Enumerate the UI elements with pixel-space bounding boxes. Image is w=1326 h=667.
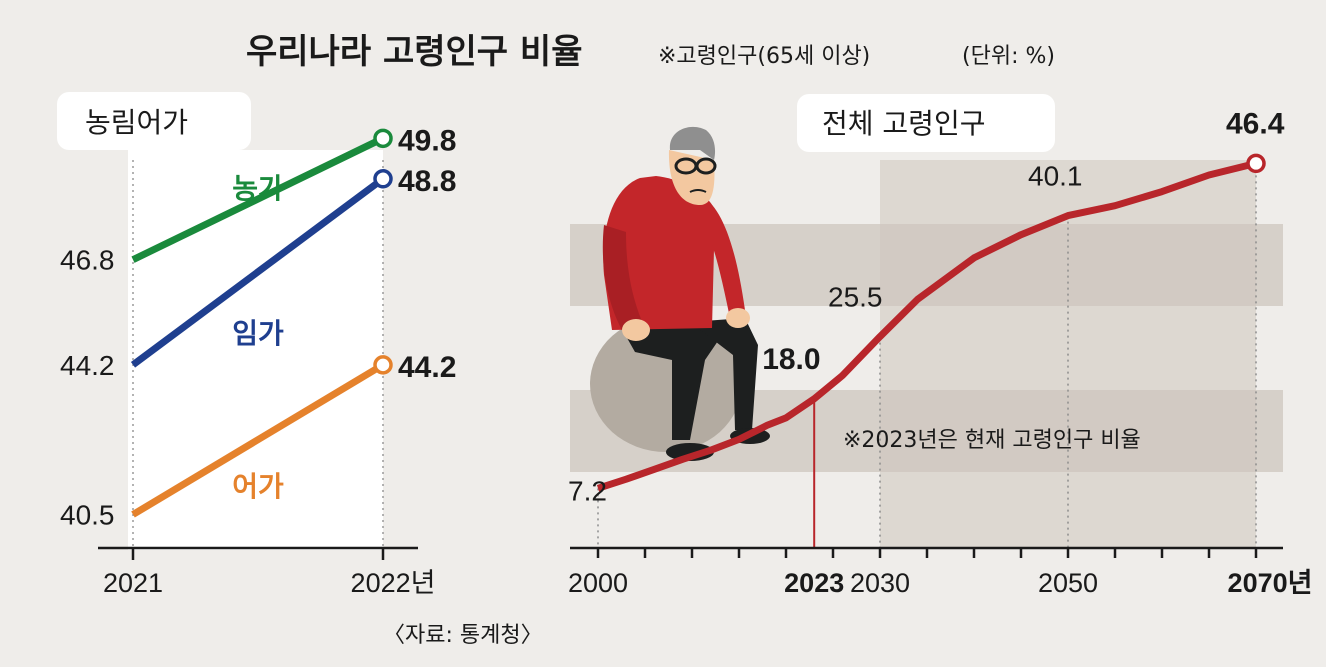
total-data-label-2: 25.5 [828,282,883,313]
right-x-tick-label-1: 2023 [784,568,844,598]
series-end-label-2: 44.2 [398,351,456,384]
right-x-tick-label-0: 2000 [568,568,628,598]
right-panel-label: 전체 고령인구 [822,107,985,140]
total-data-label-1: 18.0 [762,343,820,376]
total-end-marker [1246,153,1266,174]
series-name-0: 농가 [232,172,284,205]
left-x-tick-label-0: 2021 [103,568,163,598]
right-chart: 2000 2023 2030 2050 2070년 7.2 18.0 25.5 40.1 46.4 [568,107,1312,598]
series-start-label-1: 44.2 [60,350,115,381]
source-label: 〈자료: 통계청〉 [383,623,543,648]
series-start-label-2: 40.5 [60,500,115,531]
total-series-line [596,160,1257,492]
series-name-1: 임가 [232,317,284,350]
right-x-tick-label-4: 2070년 [1228,568,1313,598]
left-x-tick-label-1: 2022년 [351,568,436,598]
left-chart: 2021 2022년 46.8 49.8 농가 44.2 48.8 임가 40.5 44.2 어가 [60,124,456,598]
chart-note: ※고령인구(65세 이상) [658,44,870,69]
chart-title: 우리나라 고령인구 비율 [246,32,582,72]
series-end-marker-1 [373,169,393,189]
right-x-tick-label-3: 2050 [1038,568,1098,598]
unit-label: (단위: %) [962,44,1055,69]
elderly-man-illustration [590,126,770,461]
right-x-tick-label-2: 2030 [850,568,910,598]
series-end-marker-2 [373,355,393,375]
series-line-2 [131,361,385,518]
series-line-1 [130,175,386,368]
series-line-0 [131,135,385,263]
left-panel-pill [57,92,251,150]
right-panel-pill [797,94,1055,152]
total-data-label-4: 46.4 [1226,107,1285,140]
annotation-2023: ※2023년은 현재 고령인구 비율 [843,428,1141,453]
left-plot-area [128,150,383,550]
series-end-label-1: 48.8 [398,165,456,198]
total-data-label-3: 40.1 [1028,161,1083,192]
series-end-marker-0 [373,128,393,149]
series-start-label-0: 46.8 [60,245,115,276]
series-end-label-0: 49.8 [398,124,456,157]
series-name-2: 어가 [232,470,284,503]
left-panel-label: 농림어가 [85,106,188,139]
total-data-label-0: 7.2 [568,475,607,506]
